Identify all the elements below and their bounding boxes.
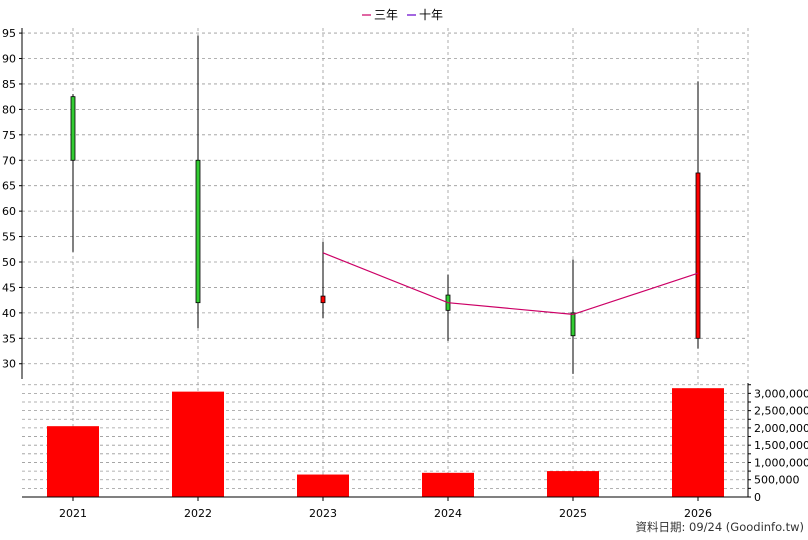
volume-tick-label: 2,000,000 xyxy=(754,422,808,435)
price-tick-label: 90 xyxy=(2,53,16,66)
volume-tick-label: 1,500,000 xyxy=(754,439,808,452)
price-tick-label: 70 xyxy=(2,154,16,167)
x-tick-label: 2022 xyxy=(184,507,212,520)
volume-axis-ticks: 0 500,000 1,000,000 1,500,000 2,000,000 2,500… xyxy=(748,384,808,504)
legend: 三年 十年 xyxy=(362,8,443,22)
candle-body xyxy=(320,295,326,304)
volume-bars xyxy=(47,388,724,497)
price-tick-label: 50 xyxy=(2,256,16,269)
x-tick-label: 2021 xyxy=(59,507,87,520)
candle-body xyxy=(195,159,201,304)
price-tick-label: 65 xyxy=(2,180,16,193)
price-tick-label: 60 xyxy=(2,205,16,218)
volume-tick-label: 0 xyxy=(754,491,761,504)
price-tick-label: 80 xyxy=(2,103,16,116)
price-candles xyxy=(70,35,701,374)
volume-bar xyxy=(47,426,99,497)
candle-body xyxy=(695,172,701,339)
series-line-三年 xyxy=(322,252,699,316)
legend-label-1: 十年 xyxy=(419,8,443,22)
price-tick-label: 85 xyxy=(2,78,16,91)
volume-bar xyxy=(422,472,474,497)
x-tick-label: 2023 xyxy=(309,507,337,520)
volume-bar xyxy=(547,471,599,497)
price-tick-label: 40 xyxy=(2,307,16,320)
volume-tick-label: 1,000,000 xyxy=(754,456,808,469)
x-tick-label: 2024 xyxy=(434,507,462,520)
legend-label-0: 三年 xyxy=(374,8,398,22)
candle-body xyxy=(70,96,76,161)
x-axis-ticks: 2021 2022 2023 2024 2025 2026 xyxy=(59,497,712,520)
price-tick-label: 35 xyxy=(2,332,16,345)
price-axis-ticks: 30 35 40 45 50 55 60 65 70 75 80 85 90 95 xyxy=(2,27,22,371)
price-panel: 30 35 40 45 50 55 60 65 70 75 80 85 90 95 xyxy=(2,27,749,497)
price-tick-label: 75 xyxy=(2,129,16,142)
candle-body xyxy=(570,312,576,337)
x-tick-label: 2025 xyxy=(559,507,587,520)
price-tick-label: 55 xyxy=(2,231,16,244)
price-tick-label: 95 xyxy=(2,27,16,40)
volume-tick-label: 3,000,000 xyxy=(754,387,808,400)
price-series-line xyxy=(322,252,699,316)
price-tick-label: 45 xyxy=(2,281,16,294)
price-tick-label: 30 xyxy=(2,358,16,371)
volume-panel: 0 500,000 1,000,000 1,500,000 2,000,000 2,500… xyxy=(22,383,808,504)
footer-source: 資料日期: 09/24 (Goodinfo.tw) xyxy=(635,520,804,534)
volume-tick-label: 500,000 xyxy=(754,474,800,487)
volume-bar xyxy=(672,388,724,497)
volume-bar xyxy=(172,391,224,497)
volume-bar xyxy=(297,474,349,497)
x-tick-label: 2026 xyxy=(684,507,712,520)
volume-tick-label: 2,500,000 xyxy=(754,405,808,418)
